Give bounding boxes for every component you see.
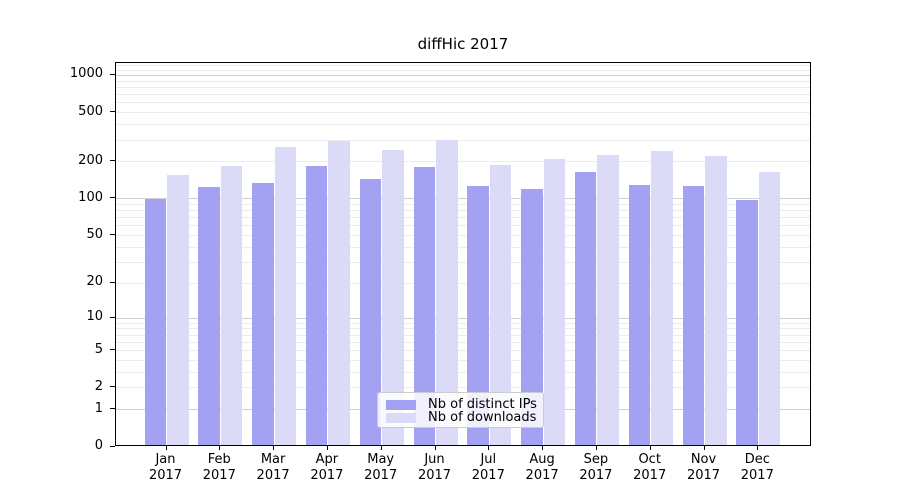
gridline-minor	[116, 69, 810, 71]
x-tick-label: Aug 2017	[525, 452, 559, 483]
x-tick	[703, 445, 705, 450]
bar-distinct-ips	[628, 184, 651, 445]
chart-title: diffHic 2017	[417, 35, 509, 53]
bar-distinct-ips	[521, 189, 543, 445]
bar-downloads	[651, 151, 673, 445]
legend-item: Nb of distinct IPs	[386, 397, 537, 412]
y-tick-label: 20	[86, 274, 103, 290]
bar-downloads	[220, 166, 243, 445]
bar-downloads	[328, 141, 350, 445]
gridline-minor	[116, 86, 810, 88]
gridline-minor	[116, 80, 810, 82]
bar-downloads	[597, 155, 619, 445]
gridline-minor	[116, 102, 810, 104]
x-tick	[757, 445, 759, 450]
y-tick	[110, 73, 115, 75]
y-tick-label: 10	[86, 309, 103, 325]
bar-distinct-ips	[574, 171, 597, 445]
bar-distinct-ips	[359, 178, 382, 445]
x-tick	[380, 445, 382, 450]
x-tick-label: Oct 2017	[633, 452, 667, 483]
legend-label-downloads: Nb of downloads	[428, 410, 537, 425]
y-tick-label: 1000	[69, 66, 103, 82]
y-tick	[110, 281, 115, 283]
bar-downloads	[705, 155, 727, 445]
x-tick-label: Dec 2017	[740, 452, 774, 483]
x-tick	[649, 445, 651, 450]
y-tick	[110, 197, 115, 199]
legend-swatch-distinct-ips	[386, 399, 416, 410]
bar-distinct-ips	[736, 200, 758, 445]
bar-distinct-ips	[305, 166, 328, 445]
bar-downloads	[543, 159, 566, 445]
gridline-minor	[116, 94, 810, 96]
y-tick-label: 50	[86, 226, 103, 242]
bar-distinct-ips	[198, 187, 220, 445]
bar-downloads	[382, 150, 404, 445]
bar-downloads	[758, 171, 781, 445]
y-tick-label: 100	[78, 189, 103, 205]
x-tick	[488, 445, 490, 450]
legend-item: Nb of downloads	[386, 410, 537, 425]
x-tick-label: Feb 2017	[202, 452, 236, 483]
bar-downloads	[167, 175, 189, 445]
y-tick-label: 0	[94, 438, 103, 453]
x-tick-label: Nov 2017	[686, 452, 721, 483]
x-tick-label: Mar 2017	[256, 452, 290, 483]
y-tick	[110, 234, 115, 236]
y-tick-label: 500	[78, 103, 103, 119]
y-tick-label: 200	[78, 152, 103, 168]
legend-label-distinct-ips: Nb of distinct IPs	[428, 397, 537, 412]
y-tick	[110, 386, 115, 388]
gridline-minor	[116, 65, 810, 67]
y-tick	[110, 349, 115, 351]
gridline-minor	[116, 124, 810, 126]
y-tick-label: 2	[94, 378, 103, 394]
x-tick-label: May 2017	[364, 452, 398, 483]
legend-swatch-downloads	[386, 412, 416, 423]
y-tick	[110, 408, 115, 410]
x-tick	[326, 445, 328, 450]
x-tick-label: Apr 2017	[310, 452, 344, 483]
x-tick	[273, 445, 275, 450]
bar-distinct-ips	[682, 186, 704, 445]
x-tick	[219, 445, 221, 450]
bar-distinct-ips	[413, 167, 435, 445]
x-tick-label: Jan 2017	[148, 452, 183, 483]
bar-distinct-ips	[252, 183, 274, 445]
x-tick-label: Jun 2017	[417, 452, 452, 483]
y-tick-label: 1	[94, 400, 103, 416]
bar-downloads	[436, 140, 458, 445]
bar-downloads	[489, 165, 512, 445]
x-tick	[165, 445, 167, 450]
y-tick	[110, 111, 115, 113]
gridline-major	[116, 74, 810, 76]
legend: Nb of distinct IPs Nb of downloads	[377, 392, 544, 428]
plot-area	[115, 62, 811, 446]
x-tick-label: Jul 2017	[471, 452, 505, 483]
bar-distinct-ips	[467, 185, 489, 445]
y-tick	[110, 160, 115, 162]
gridline-minor	[116, 139, 810, 141]
y-tick	[110, 316, 115, 318]
y-tick	[110, 445, 115, 447]
x-tick-label: Sep 2017	[579, 452, 613, 483]
y-tick-label: 5	[94, 341, 103, 357]
x-tick	[542, 445, 544, 450]
bar-downloads	[274, 146, 297, 445]
x-tick	[595, 445, 597, 450]
gridline-minor	[116, 112, 810, 114]
x-tick	[434, 445, 436, 450]
bar-distinct-ips	[144, 199, 166, 445]
